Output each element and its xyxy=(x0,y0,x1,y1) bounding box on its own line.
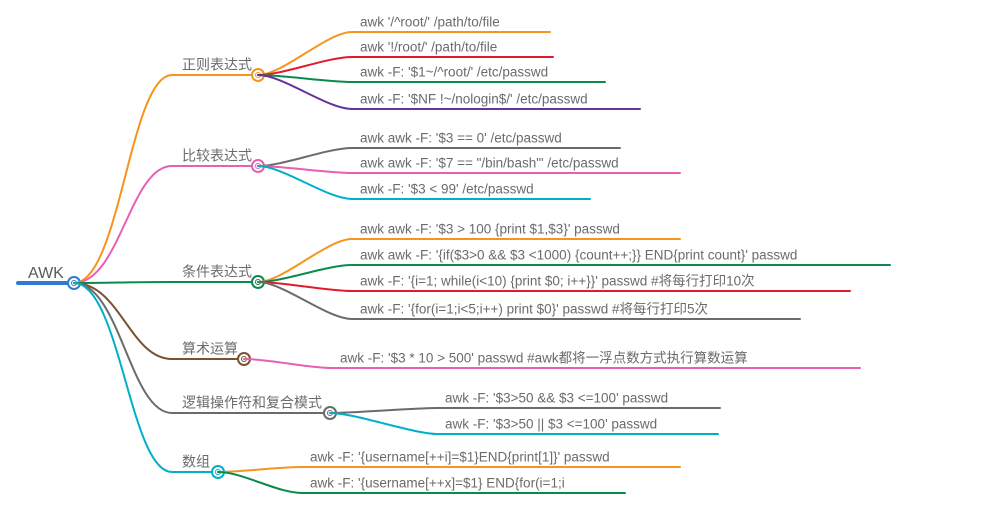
leaf-node-compare-2[interactable]: awk -F: '$3 < 99' /etc/passwd xyxy=(360,182,534,197)
connector-array-leaf-1 xyxy=(218,472,302,493)
leaf-node-compare-0[interactable]: awk awk -F: '$3 == 0' /etc/passwd xyxy=(360,131,562,146)
leaf-node-cond-1[interactable]: awk awk -F: '{if($3>0 && $3 <1000) {coun… xyxy=(360,248,797,263)
leaf-node-cond-2[interactable]: awk -F: '{i=1; while(i<10) {print $0; i+… xyxy=(360,273,755,289)
connector-logic-leaf-1 xyxy=(330,413,438,434)
connector-array-leaf-0 xyxy=(218,467,302,472)
leaf-node-regex-0[interactable]: awk '/^root/' /path/to/file xyxy=(360,15,500,30)
connector-cond-leaf-3 xyxy=(258,282,352,319)
leaf-node-cond-0[interactable]: awk awk -F: '$3 > 100 {print $1,$3}' pas… xyxy=(360,222,620,237)
branch-node-regex[interactable]: 正则表达式 xyxy=(182,57,252,73)
connector-cond-leaf-2 xyxy=(258,282,352,291)
branch-node-compare[interactable]: 比较表达式 xyxy=(182,148,252,164)
leaf-node-logic-0[interactable]: awk -F: '$3>50 && $3 <=100' passwd xyxy=(445,391,668,406)
connector-compare-leaf-0 xyxy=(258,148,352,166)
leaf-node-compare-1[interactable]: awk awk -F: '$7 == "/bin/bash"' /etc/pas… xyxy=(360,156,619,171)
leaf-node-array-0[interactable]: awk -F: '{username[++i]=$1}END{print[1]}… xyxy=(310,450,610,465)
connector-root-array xyxy=(74,283,172,472)
connector-root-regex xyxy=(74,75,172,283)
branch-node-cond[interactable]: 条件表达式 xyxy=(182,264,252,280)
connector-regex-leaf-0 xyxy=(258,32,352,75)
connector-cond-leaf-0 xyxy=(258,239,352,282)
branch-node-arith[interactable]: 算术运算 xyxy=(182,341,238,357)
connector-root-arith xyxy=(74,283,172,359)
root-node[interactable]: AWK xyxy=(28,265,64,282)
leaf-node-logic-1[interactable]: awk -F: '$3>50 || $3 <=100' passwd xyxy=(445,417,657,432)
leaf-node-cond-3[interactable]: awk -F: '{for(i=1;i<5;i++) print $0}' pa… xyxy=(360,301,708,317)
connector-compare-leaf-2 xyxy=(258,166,352,199)
connector-root-cond xyxy=(74,282,172,283)
connector-root-logic xyxy=(74,283,172,413)
leaf-node-regex-2[interactable]: awk -F: '$1~/^root/' /etc/passwd xyxy=(360,65,548,80)
leaf-node-array-1[interactable]: awk -F: '{username[++x]=$1} END{for(i=1;… xyxy=(310,476,565,491)
connector-regex-leaf-3 xyxy=(258,75,352,109)
leaf-node-arith-0[interactable]: awk -F: '$3 * 10 > 500' passwd #awk都将一浮点… xyxy=(340,351,748,366)
connector-arith-leaf-0 xyxy=(244,359,332,368)
connector-logic-leaf-0 xyxy=(330,408,438,413)
leaf-node-regex-3[interactable]: awk -F: '$NF !~/nologin$/' /etc/passwd xyxy=(360,92,588,107)
branch-node-logic[interactable]: 逻辑操作符和复合模式 xyxy=(182,395,322,411)
leaf-node-regex-1[interactable]: awk '!/root/' /path/to/file xyxy=(360,40,497,55)
branch-node-array[interactable]: 数组 xyxy=(182,454,210,470)
